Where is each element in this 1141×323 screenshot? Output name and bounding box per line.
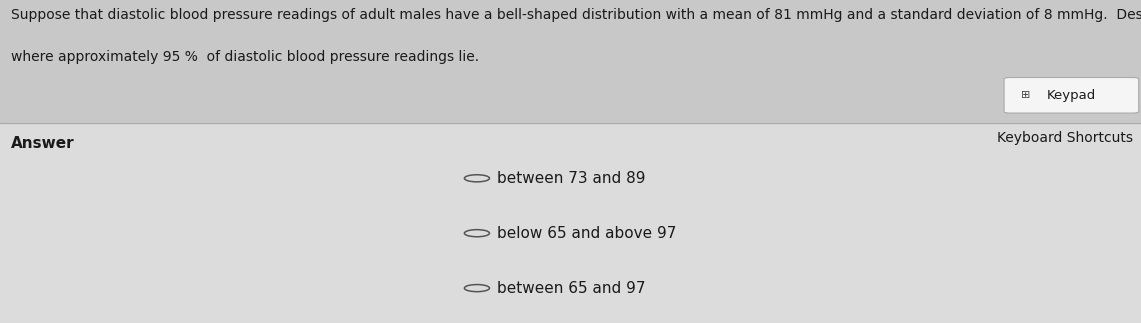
Text: where approximately 95 %  of diastolic blood pressure readings lie.: where approximately 95 % of diastolic bl…	[11, 50, 479, 64]
Text: Suppose that diastolic blood pressure readings of adult males have a bell-shaped: Suppose that diastolic blood pressure re…	[11, 8, 1141, 22]
Text: Keyboard Shortcuts: Keyboard Shortcuts	[997, 131, 1133, 145]
Text: below 65 and above 97: below 65 and above 97	[497, 226, 677, 241]
FancyBboxPatch shape	[1004, 78, 1139, 113]
Text: between 65 and 97: between 65 and 97	[497, 281, 646, 296]
Text: Answer: Answer	[11, 136, 75, 151]
Text: Keypad: Keypad	[1046, 89, 1095, 102]
Text: ⊞: ⊞	[1021, 90, 1030, 100]
Bar	[0, 0, 1141, 123]
Text: between 73 and 89: between 73 and 89	[497, 171, 646, 186]
